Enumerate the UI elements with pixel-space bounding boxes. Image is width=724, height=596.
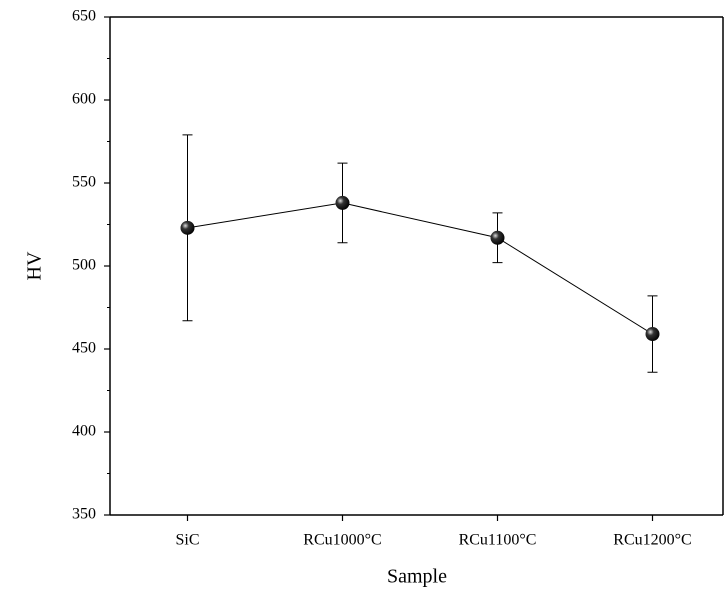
y-tick-label: 350 [72,506,96,523]
y-tick-label: 400 [72,423,96,440]
y-tick-label: 600 [72,91,96,108]
y-tick-label: 650 [72,8,96,25]
y-axis-title: HV [24,251,46,280]
x-tick-label: RCu1100°C [459,532,537,549]
y-tick-label: 550 [72,174,96,191]
data-line [187,202,653,335]
y-tick-label: 500 [72,257,96,274]
marker [490,230,505,245]
x-tick-label: SiC [175,532,199,549]
x-tick-label: RCu1200°C [613,532,691,549]
marker [180,220,195,235]
marker [335,195,350,210]
x-axis-title: Sample [387,566,447,588]
y-tick-label: 450 [72,340,96,357]
x-tick-label: RCu1000°C [303,532,381,549]
marker [645,327,660,342]
